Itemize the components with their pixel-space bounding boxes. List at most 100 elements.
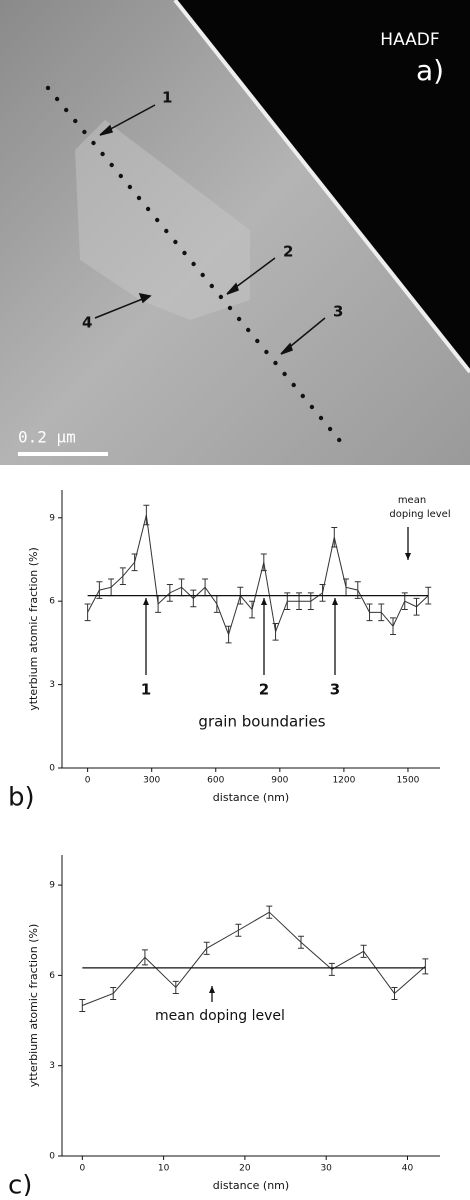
error-bar xyxy=(119,567,126,586)
error-bar xyxy=(272,622,279,641)
error-bar xyxy=(178,578,185,597)
x-tick-label: 20 xyxy=(239,1164,251,1174)
y-tick-label: 3 xyxy=(49,1061,55,1071)
scan-dot xyxy=(337,437,342,443)
error-bar xyxy=(319,584,326,602)
scan-dot xyxy=(291,382,296,388)
chart: 0 3 6 9 0 300 600 900 1200 1500 distance (nm) ytter… xyxy=(8,490,451,813)
y-axis-label: ytterbium atomic fraction (%) xyxy=(27,547,40,711)
error-bar xyxy=(79,998,86,1013)
error-bar xyxy=(166,584,173,602)
error-bar xyxy=(190,589,197,608)
x-tick-label: 30 xyxy=(320,1164,332,1174)
arrow-head xyxy=(261,598,267,605)
x-tick-label: 0 xyxy=(85,776,91,786)
panel-label: c) xyxy=(8,1171,32,1197)
annotation: 3 xyxy=(330,681,340,699)
error-bar xyxy=(141,949,148,966)
data-line xyxy=(82,911,426,1006)
error-bar xyxy=(155,595,162,613)
scan-dot xyxy=(109,162,114,168)
error-bar xyxy=(131,553,138,572)
x-tick-label: 600 xyxy=(207,776,224,786)
annotation: mean xyxy=(398,495,426,506)
x-tick-label: 1500 xyxy=(397,776,420,786)
scan-dot xyxy=(236,316,242,322)
error-bar xyxy=(235,923,242,937)
y-tick-label: 9 xyxy=(49,513,55,523)
panel-label: a) xyxy=(416,54,444,87)
scale-bar-label: 0.2 µm xyxy=(18,428,76,447)
marker-label: 1 xyxy=(162,89,172,107)
scan-line xyxy=(45,85,342,443)
scan-dot xyxy=(164,228,169,234)
error-bar xyxy=(297,935,304,949)
error-bar xyxy=(390,617,397,636)
error-bar xyxy=(202,578,209,597)
scan-dot xyxy=(282,371,287,377)
scan-dot xyxy=(309,404,315,410)
error-bar xyxy=(225,625,232,644)
scan-dot xyxy=(145,206,151,212)
scan-dot xyxy=(182,250,187,256)
error-bar xyxy=(172,980,179,994)
scan-dot xyxy=(118,173,124,179)
arrow-head xyxy=(209,986,215,993)
error-bar xyxy=(203,941,210,955)
y-tick-label: 9 xyxy=(49,881,55,891)
error-bar xyxy=(328,962,335,976)
scan-dot xyxy=(218,294,224,300)
charts: 0 3 6 9 0 300 600 9 0 0 1200 1500 distance (nm) ytter… xyxy=(8,490,451,1200)
x-tick-label: 300 xyxy=(143,776,160,786)
annotation: 2 xyxy=(259,681,269,699)
scan-dot xyxy=(63,107,69,113)
error-bar xyxy=(143,504,150,526)
error-bar xyxy=(360,944,367,958)
y-tick-label: 0 xyxy=(49,1152,55,1162)
error-bar xyxy=(110,986,117,1000)
grain xyxy=(75,120,250,320)
arrow-head xyxy=(332,598,338,605)
annotation: grain boundaries xyxy=(198,713,325,731)
scan-dot xyxy=(209,283,214,289)
scan-dot xyxy=(318,415,324,421)
scan-dot xyxy=(155,217,160,223)
x-tick-label: 0 xyxy=(79,1164,85,1174)
scan-dot xyxy=(73,118,78,124)
y-axis-label: ytterbium atomic fraction (%) xyxy=(27,924,40,1088)
error-bar xyxy=(84,603,91,622)
x-tick-label: 1200 xyxy=(332,776,355,786)
panel-label: b) xyxy=(8,783,35,813)
error-bar xyxy=(249,600,256,619)
error-bar xyxy=(413,597,420,616)
x-axis-label: distance (nm) xyxy=(213,791,289,804)
arrow-head xyxy=(143,598,149,605)
chart: 0 3 6 9 0 10 20 30 40 distance (nm) ytterbium atom… xyxy=(8,855,440,1200)
scan-dot xyxy=(255,338,260,344)
x-tick-label: 40 xyxy=(402,1164,414,1174)
marker-label: 4 xyxy=(82,314,92,332)
scan-dot xyxy=(273,360,278,366)
y-tick-label: 3 xyxy=(49,680,55,690)
error-bar xyxy=(378,603,385,622)
scan-dot xyxy=(136,195,142,201)
scan-dot xyxy=(127,184,133,190)
scan-dot xyxy=(91,140,96,146)
y-tick-label: 6 xyxy=(49,971,55,981)
error-bar xyxy=(366,603,373,622)
error-bar xyxy=(331,527,338,548)
crystal-edge xyxy=(173,0,470,374)
y-tick-label: 0 xyxy=(49,764,55,774)
data-line xyxy=(87,514,429,637)
scan-dot xyxy=(227,305,233,311)
scan-dot xyxy=(200,272,205,278)
marker-label: 2 xyxy=(283,243,293,261)
error-bar xyxy=(422,958,429,975)
scan-dot xyxy=(45,85,51,91)
scan-dot xyxy=(300,393,305,399)
x-tick-label: 10 xyxy=(158,1164,170,1174)
micrograph: HAADF a) 1 2 3 4 0.2 µm xyxy=(0,0,470,465)
mode-label: HAADF xyxy=(380,30,439,50)
error-bar xyxy=(391,986,398,1000)
